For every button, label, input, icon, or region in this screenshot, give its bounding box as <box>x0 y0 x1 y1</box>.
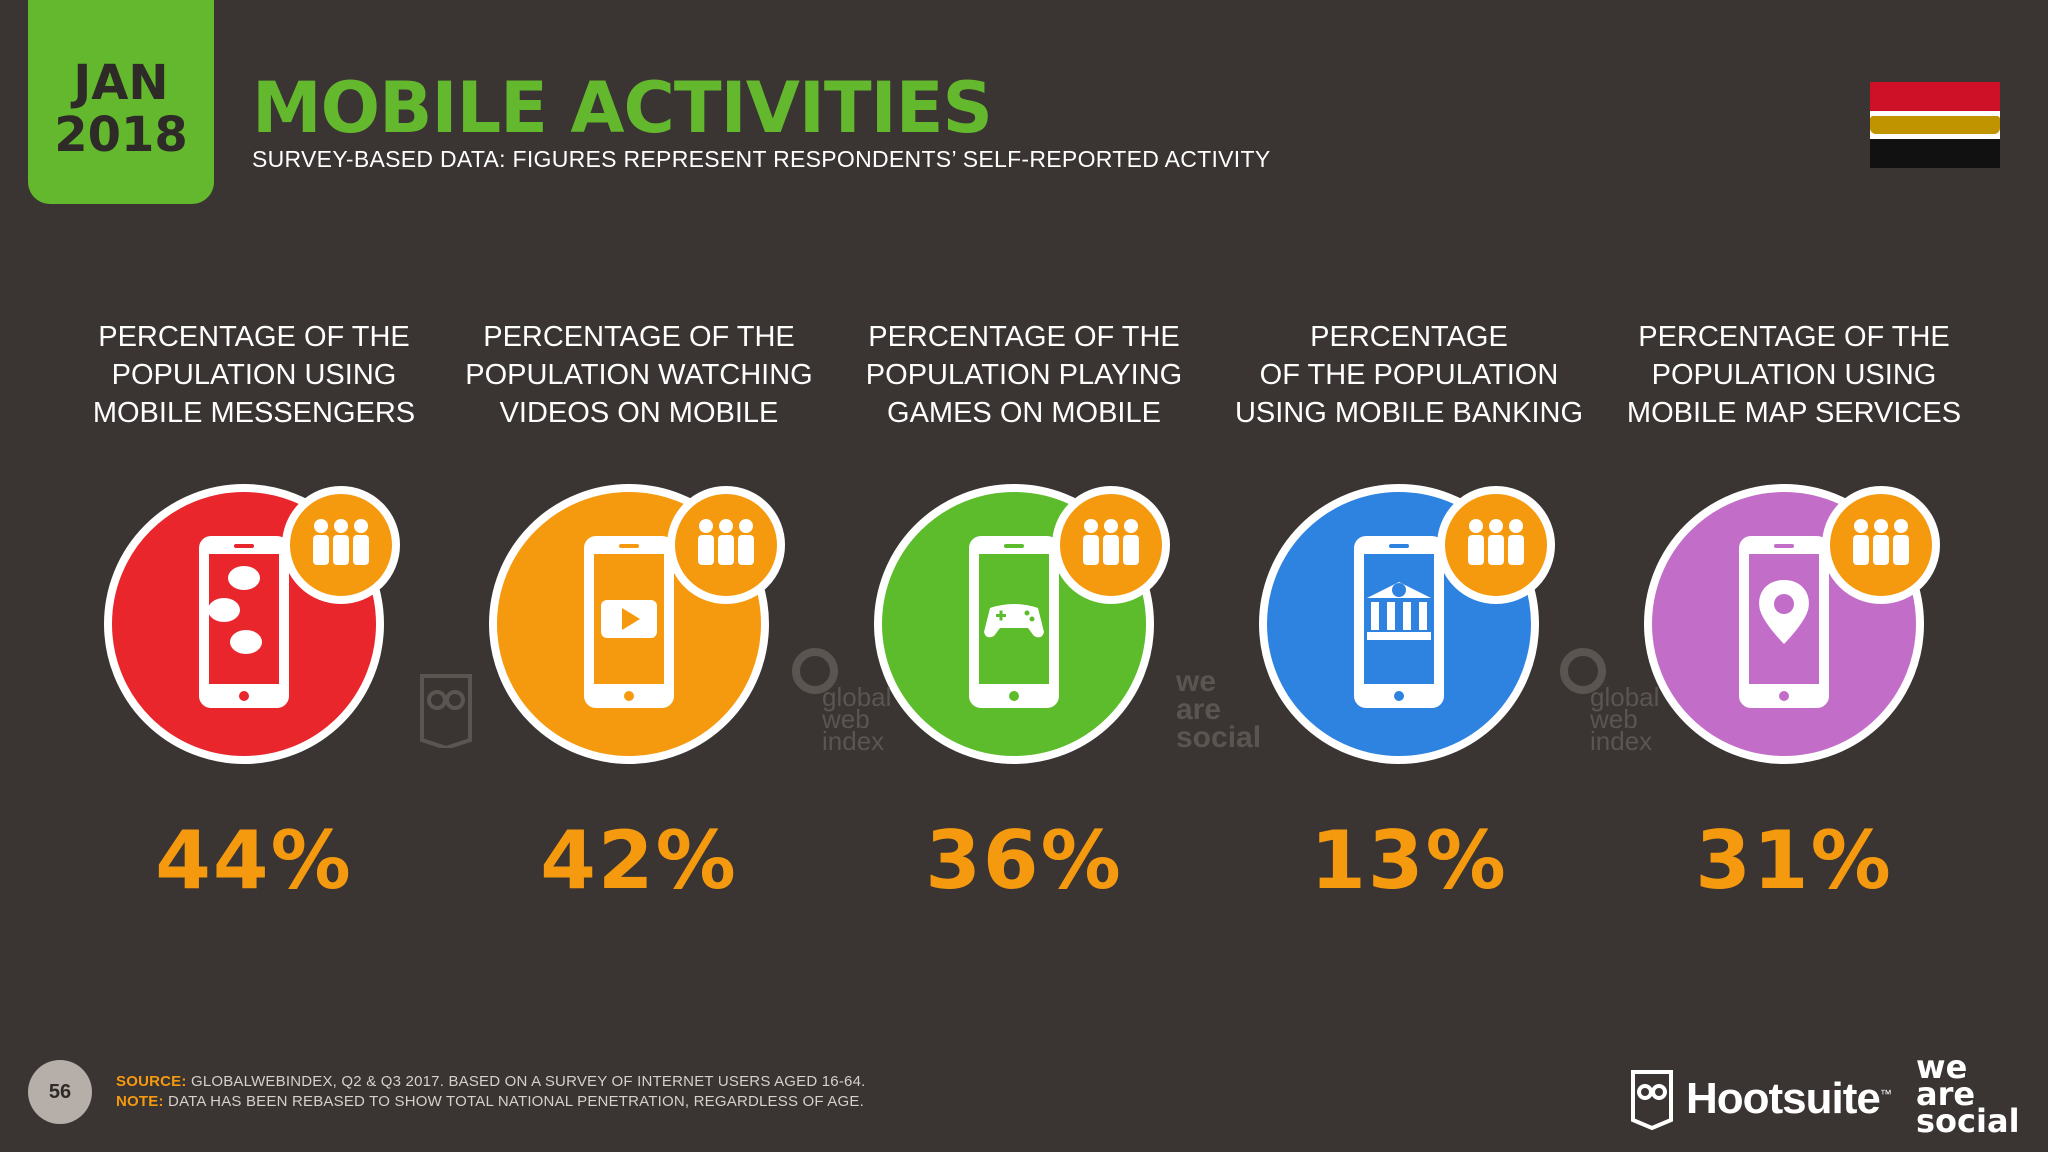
hootsuite-wordmark: Hootsuite <box>1686 1074 1881 1123</box>
gwi-watermark: global web index <box>1560 648 1659 754</box>
stat-messengers: PERCENTAGE OF THE POPULATION USING MOBIL… <box>74 318 434 906</box>
stat-label: PERCENTAGE OF THE POPULATION PLAYING GAM… <box>865 321 1183 429</box>
people-group-icon <box>1437 486 1555 604</box>
hootsuite-logo: Hootsuite ™ <box>1630 1068 1892 1130</box>
date-year: 2018 <box>54 107 188 163</box>
page-subtitle: SURVEY-BASED DATA: FIGURES REPRESENT RES… <box>252 146 1271 172</box>
people-group-icon <box>1052 486 1170 604</box>
video-circle <box>489 484 769 764</box>
note-text: DATA HAS BEEN REBASED TO SHOW TOTAL NATI… <box>168 1093 864 1110</box>
stat-maps: PERCENTAGE OF THE POPULATION USING MOBIL… <box>1614 318 1974 906</box>
was-watermark: we are social <box>1176 665 1262 754</box>
stat-value: 42% <box>540 814 738 907</box>
source-label: SOURCE: <box>116 1073 187 1090</box>
source-note: SOURCE: GLOBALWEBINDEX, Q2 & Q3 2017. BA… <box>116 1073 865 1090</box>
stat-icon-group <box>489 484 789 774</box>
owl-watermark-icon <box>418 670 474 753</box>
games-circle <box>874 484 1154 764</box>
page-number: 56 <box>28 1060 92 1124</box>
people-group-icon <box>667 486 785 604</box>
stat-icon-group <box>1644 484 1944 774</box>
gwi-logo-icon <box>1560 648 1606 694</box>
stat-label: PERCENTAGE OF THE POPULATION WATCHING VI… <box>465 321 813 429</box>
eagle-emblem-icon <box>1870 116 2000 134</box>
stat-icon-group <box>104 484 404 774</box>
note-label: NOTE: <box>116 1093 164 1110</box>
stat-icon-group <box>1259 484 1559 774</box>
gwi-logo-icon <box>792 648 838 694</box>
source-text: GLOBALWEBINDEX, Q2 & Q3 2017. BASED ON A… <box>190 1073 866 1090</box>
date-month: JAN <box>73 55 169 111</box>
egypt-flag-icon <box>1870 82 2000 169</box>
people-group-icon <box>1822 486 1940 604</box>
stat-label: PERCENTAGE OF THE POPULATION USING MOBIL… <box>92 321 416 429</box>
stat-value: 36% <box>925 814 1123 907</box>
stat-value: 31% <box>1695 814 1893 907</box>
stat-value: 44% <box>155 814 353 907</box>
stat-value: 13% <box>1310 814 1508 907</box>
gwi-watermark: global web index <box>792 648 891 754</box>
we-are-social-logo: we are social <box>1916 1048 2020 1140</box>
stat-label: PERCENTAGE OF THE POPULATION USING MOBIL… <box>1234 321 1584 429</box>
people-group-icon <box>282 486 400 604</box>
stat-banking: PERCENTAGE OF THE POPULATION USING MOBIL… <box>1229 318 1589 906</box>
date-badge: JAN 2018 <box>28 0 214 204</box>
hootsuite-owl-icon <box>1631 1070 1673 1130</box>
stat-label: PERCENTAGE OF THE POPULATION USING MOBIL… <box>1626 321 1962 429</box>
stat-games: PERCENTAGE OF THE POPULATION PLAYING GAM… <box>844 318 1204 906</box>
stat-videos: PERCENTAGE OF THE POPULATION WATCHING VI… <box>459 318 819 906</box>
page-title: MOBILE ACTIVITIES <box>252 67 993 149</box>
note: NOTE: DATA HAS BEEN REBASED TO SHOW TOTA… <box>116 1093 864 1110</box>
trademark: ™ <box>1879 1087 1892 1101</box>
stat-icon-group <box>874 484 1174 774</box>
